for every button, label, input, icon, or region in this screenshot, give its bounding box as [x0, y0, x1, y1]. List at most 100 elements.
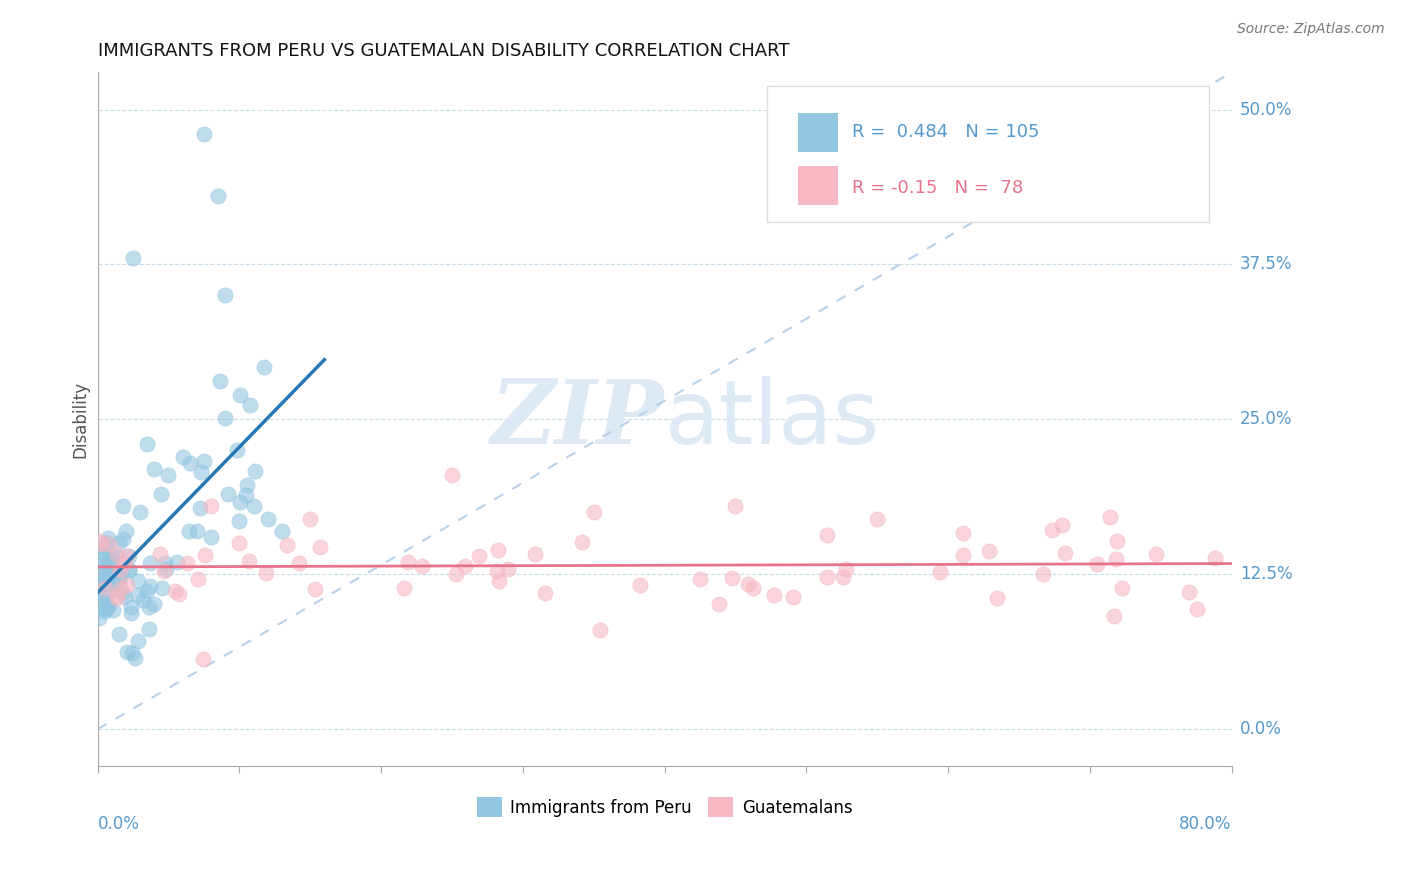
Point [127, 633, 149, 648]
Point [194, 548, 217, 562]
Point [1107, 533, 1129, 548]
Point [834, 562, 856, 576]
Point [177, 524, 200, 538]
Point [127, 588, 149, 602]
Point [304, 582, 326, 596]
Point [115, 645, 138, 659]
Point [217, 487, 239, 501]
Point [96, 599, 118, 614]
Point [440, 468, 463, 483]
Point [98, 556, 121, 570]
Point [87, 568, 110, 582]
Point [1178, 585, 1201, 599]
Bar [799, 112, 838, 152]
Point [105, 591, 128, 605]
Point [815, 570, 838, 584]
Point [90, 537, 112, 551]
Point [486, 564, 509, 578]
Point [91, 546, 114, 560]
Point [108, 572, 131, 586]
Point [1099, 509, 1122, 524]
Point [104, 556, 127, 570]
Text: 25.0%: 25.0% [1240, 410, 1292, 428]
Point [100, 570, 122, 584]
Point [127, 574, 149, 589]
Point [112, 499, 135, 513]
Point [1205, 550, 1227, 565]
Point [832, 570, 855, 584]
Text: 37.5%: 37.5% [1240, 255, 1292, 274]
Point [270, 524, 292, 538]
Text: 50.0%: 50.0% [1240, 101, 1292, 119]
Point [866, 511, 889, 525]
Point [121, 646, 143, 660]
Point [724, 499, 747, 513]
Point [214, 288, 236, 302]
Point [571, 534, 593, 549]
Point [256, 511, 278, 525]
Point [235, 488, 257, 502]
Point [1105, 552, 1128, 566]
Point [115, 524, 138, 538]
Point [120, 607, 142, 621]
Point [136, 437, 159, 451]
Point [110, 565, 132, 579]
Point [105, 582, 128, 597]
Point [582, 505, 605, 519]
Point [200, 499, 222, 513]
Point [110, 567, 132, 582]
Point [90, 582, 112, 596]
Point [117, 563, 139, 577]
Point [193, 454, 215, 468]
Point [97, 576, 120, 591]
Point [254, 566, 277, 580]
Point [952, 548, 974, 562]
Text: 80.0%: 80.0% [1180, 815, 1232, 833]
Point [488, 574, 510, 588]
Point [1040, 524, 1063, 538]
Point [193, 128, 215, 142]
Point [97, 598, 120, 612]
Point [91, 584, 114, 599]
Point [91, 558, 114, 573]
Point [486, 542, 509, 557]
Point [94, 604, 117, 618]
Point [737, 577, 759, 591]
Point [628, 578, 651, 592]
Point [411, 559, 433, 574]
Point [96, 572, 118, 586]
Point [236, 478, 259, 492]
Text: R = -0.15   N =  78: R = -0.15 N = 78 [852, 179, 1024, 197]
Point [166, 555, 188, 569]
Point [118, 549, 141, 563]
Point [243, 464, 266, 478]
Point [1085, 558, 1108, 572]
Point [229, 495, 252, 509]
Point [163, 584, 186, 599]
Point [172, 450, 194, 464]
Point [228, 514, 250, 528]
Point [103, 603, 125, 617]
Point [1102, 609, 1125, 624]
Point [229, 387, 252, 401]
Point [96, 570, 118, 584]
Point [454, 559, 477, 574]
Point [190, 465, 212, 479]
Point [186, 572, 208, 586]
Point [186, 524, 208, 538]
Point [120, 599, 142, 614]
Legend: Immigrants from Peru, Guatemalans: Immigrants from Peru, Guatemalans [470, 790, 859, 824]
Point [762, 588, 785, 602]
Point [124, 650, 146, 665]
Point [132, 592, 155, 607]
Point [105, 588, 128, 602]
Point [207, 189, 229, 203]
Point [239, 398, 262, 412]
Point [149, 547, 172, 561]
Point [104, 581, 127, 595]
Point [87, 533, 110, 548]
Point [689, 573, 711, 587]
Point [153, 556, 176, 570]
Point [742, 582, 765, 596]
Point [150, 486, 173, 500]
